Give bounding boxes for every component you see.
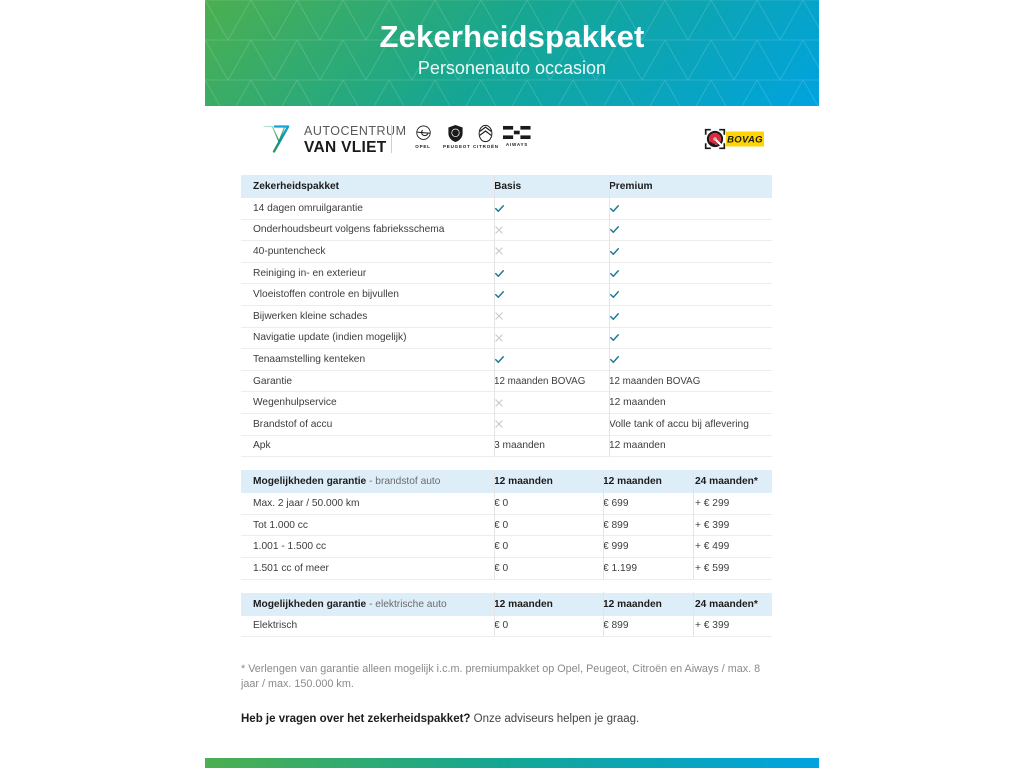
svg-text:BOVAG: BOVAG [727,134,763,145]
